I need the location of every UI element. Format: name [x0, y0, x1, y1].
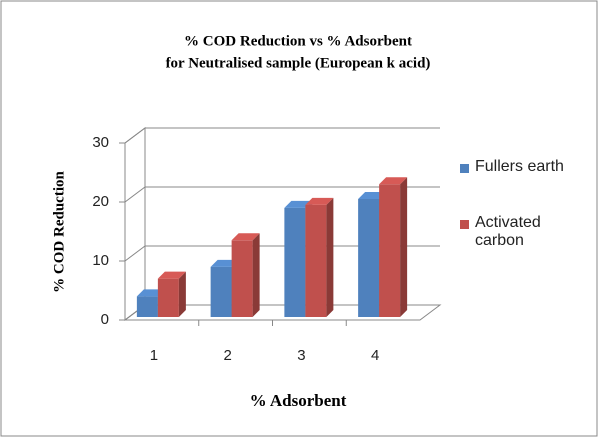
x-tick-label: 2	[223, 347, 231, 364]
bar-top	[379, 177, 408, 185]
bar	[379, 177, 408, 317]
legend-item: Fullers earth	[460, 158, 570, 176]
bar	[157, 271, 186, 317]
y-tick-label: 30	[92, 134, 109, 151]
bar-front	[305, 204, 327, 317]
bar-front	[284, 207, 306, 317]
legend-swatch	[460, 164, 469, 173]
grid-line	[124, 127, 440, 144]
bar-front	[231, 240, 253, 317]
bar-side	[178, 271, 186, 317]
bar-top	[231, 233, 260, 241]
bar-top	[157, 271, 186, 279]
chart-title: % COD Reduction vs % Adsorbent	[184, 33, 412, 49]
bar-front	[136, 296, 158, 317]
bar-front	[379, 184, 401, 317]
y-tick-label: 20	[92, 193, 109, 210]
legend-swatch	[460, 220, 469, 229]
bar-side	[252, 233, 260, 317]
chart-subtitle: for Neutralised sample (European k acid)	[166, 55, 431, 71]
y-tick-label: 10	[92, 252, 109, 269]
bar-front	[358, 199, 380, 317]
bar-front	[210, 266, 232, 317]
y-axis-label: % COD Reduction	[51, 171, 67, 293]
legend-label: Activated carbon	[475, 214, 541, 249]
bar	[231, 233, 260, 317]
legend: Fullers earth Activated carbon	[460, 158, 570, 288]
legend-item: Activated carbon	[460, 214, 570, 250]
x-tick-label: 3	[297, 347, 305, 364]
plot-area: 0 10 20 30 1 2 3 4	[92, 127, 442, 364]
bar-top	[305, 197, 334, 205]
grid-line	[124, 186, 440, 203]
x-tick-label: 4	[371, 347, 379, 364]
bar-front	[157, 278, 179, 317]
bar	[305, 197, 334, 317]
x-axis-label: % Adsorbent	[250, 391, 347, 410]
legend-label: Fullers earth	[475, 158, 564, 175]
y-tick-label: 0	[101, 311, 109, 328]
bar-side	[400, 177, 408, 317]
x-tick-label: 1	[150, 347, 158, 364]
grid-line	[124, 245, 440, 262]
bar-side	[326, 197, 334, 317]
